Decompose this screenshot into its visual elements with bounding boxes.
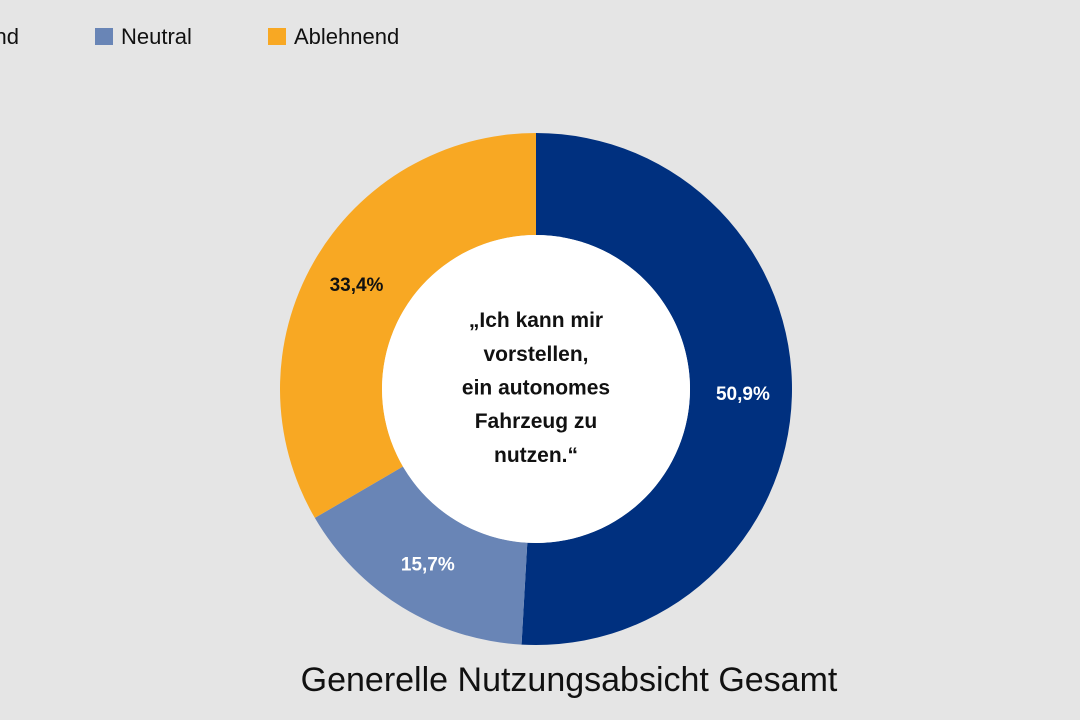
center-text: nutzen.“ [494, 444, 578, 467]
donut-segment [314, 466, 528, 645]
legend-label: Ablehnend [294, 24, 399, 49]
center-text: „Ich kann mir [469, 309, 603, 332]
donut-segment [280, 133, 536, 518]
chart-title: Generelle Nutzungsabsicht Gesamt [301, 661, 838, 699]
donut-hole [382, 235, 690, 543]
legend-label: Neutral [121, 24, 192, 49]
center-text: vorstellen, [483, 343, 588, 366]
data-label: 33,4% [330, 275, 384, 296]
data-label: 15,7% [401, 555, 455, 576]
legend-swatch [268, 28, 286, 45]
data-label: 50,9% [716, 384, 770, 405]
legend-swatch [95, 28, 113, 45]
donut-segment [521, 133, 792, 645]
legend-label: Zustimmend [0, 24, 19, 49]
center-text: ein autonomes [462, 377, 610, 400]
center-text: Fahrzeug zu [475, 410, 598, 433]
